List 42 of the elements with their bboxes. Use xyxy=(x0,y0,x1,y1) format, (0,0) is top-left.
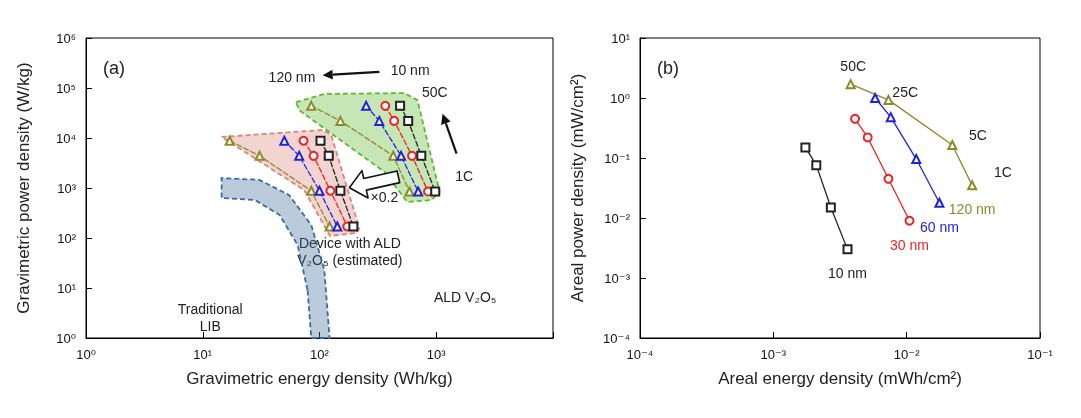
series-label: 120 nm xyxy=(948,201,996,218)
annotation: 5C xyxy=(969,126,987,143)
y-tick-label: 10⁴ xyxy=(55,130,76,146)
y-tick-label: 10⁰ xyxy=(610,90,630,106)
x-axis-title: Areal energy density (mWh/cm²) xyxy=(718,369,962,388)
annotation: (b) xyxy=(657,58,679,78)
y-tick-label: 10³ xyxy=(57,180,77,196)
annotation: 1C xyxy=(455,167,474,184)
annotation: 50C xyxy=(840,57,867,74)
annotation: 50C xyxy=(422,84,448,100)
y-axis-title: Gravimetric power density (W/kg) xyxy=(14,62,33,314)
annotation: Traditional LIB xyxy=(177,300,243,334)
y-tick-label: 10¹ xyxy=(611,30,631,46)
annotation: 10 nm xyxy=(390,62,430,79)
y-tick-label: 10⁵ xyxy=(56,80,76,96)
y-tick-label: 10⁻⁴ xyxy=(603,330,630,346)
y-tick-label: 10⁻³ xyxy=(604,270,631,286)
y-tick-label: 10⁰ xyxy=(56,330,76,346)
y-tick-label: 10¹ xyxy=(57,280,77,296)
y-axis-title: Areal power density (mW/cm²) xyxy=(568,73,587,303)
annotation: 25C xyxy=(892,84,919,100)
y-tick-label: 10² xyxy=(57,230,77,246)
x-tick-label: 10⁰ xyxy=(76,347,96,362)
x-tick-label: 10¹ xyxy=(193,347,213,362)
annotation: 120 nm xyxy=(268,69,316,85)
x-tick-label: 10⁻² xyxy=(893,347,921,362)
annotation: ×0.2 xyxy=(370,188,399,205)
y-tick-label: 10⁻¹ xyxy=(604,150,631,166)
x-tick-label: 10⁻⁴ xyxy=(626,347,654,362)
x-tick-label: 10⁻³ xyxy=(760,347,787,362)
x-tick-label: 10⁻¹ xyxy=(1027,347,1054,362)
annotation: 1C xyxy=(994,164,1012,181)
series-label: 30 nm xyxy=(890,236,929,253)
x-tick-label: 10² xyxy=(310,347,330,362)
y-tick-label: 10⁶ xyxy=(56,30,76,46)
y-tick-label: 10⁻² xyxy=(604,210,631,226)
series-label: 10 nm xyxy=(828,265,867,282)
annotation: ALD V₂O₅ xyxy=(433,288,497,305)
x-tick-label: 10³ xyxy=(426,347,447,362)
series-label: 60 nm xyxy=(919,218,959,235)
x-axis-title: Gravimetric energy density (Wh/kg) xyxy=(186,369,453,388)
annotation: (a) xyxy=(103,58,126,78)
